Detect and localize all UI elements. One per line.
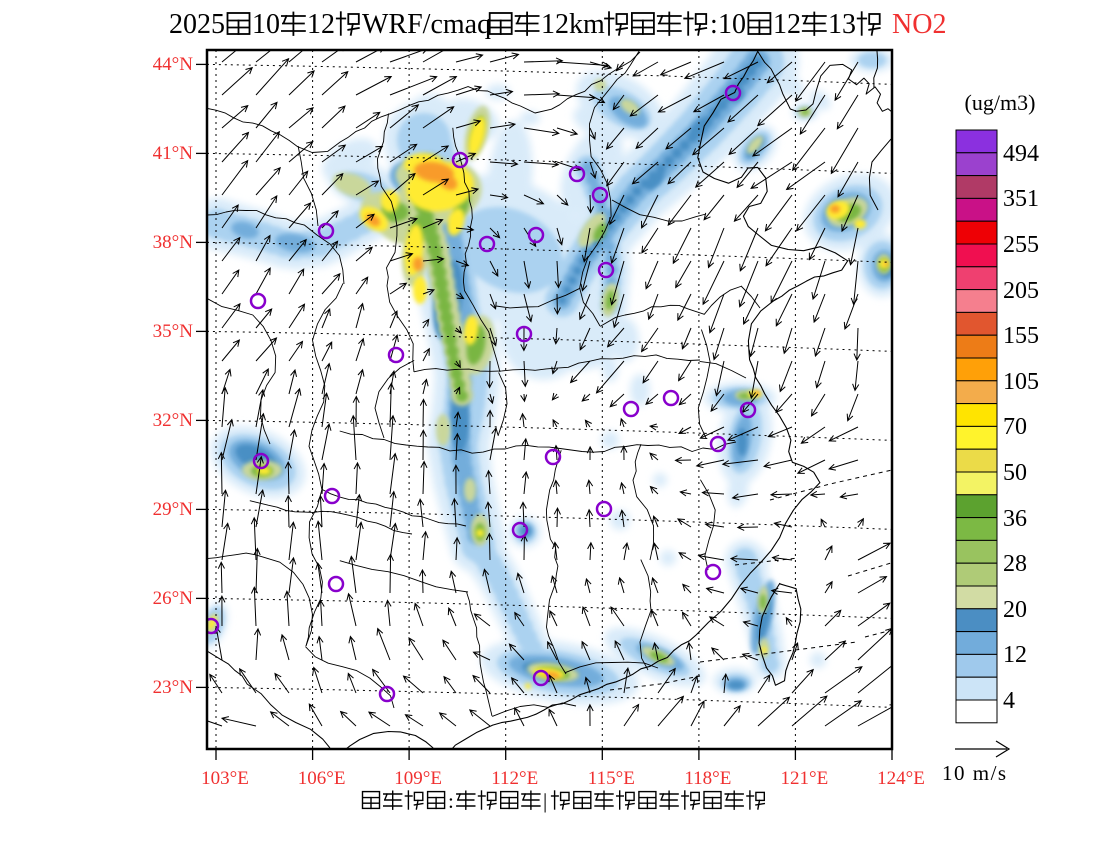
svg-text:155: 155 <box>1003 323 1039 349</box>
svg-text:121°E: 121°E <box>781 768 829 789</box>
svg-text:10: 10 <box>252 9 280 40</box>
svg-text:23°N: 23°N <box>153 677 194 698</box>
svg-text:NO2: NO2 <box>892 9 946 40</box>
svg-text:255: 255 <box>1003 232 1039 258</box>
svg-text:(ug/m3): (ug/m3) <box>965 90 1036 115</box>
svg-text:13: 13 <box>828 9 856 40</box>
svg-text:|: | <box>543 789 547 813</box>
svg-text:494: 494 <box>1003 141 1039 167</box>
svg-text:36: 36 <box>1003 506 1027 532</box>
svg-text:12km: 12km <box>541 9 605 40</box>
svg-text:118°E: 118°E <box>684 768 731 789</box>
svg-text:32°N: 32°N <box>153 410 194 431</box>
svg-text:12: 12 <box>1003 642 1027 668</box>
svg-text:35°N: 35°N <box>153 321 194 342</box>
svg-text:4: 4 <box>1003 688 1015 714</box>
svg-text:106°E: 106°E <box>298 768 346 789</box>
svg-text:44°N: 44°N <box>153 54 194 75</box>
svg-text:20: 20 <box>1003 597 1027 623</box>
svg-text:50: 50 <box>1003 460 1027 486</box>
svg-text:112°E: 112°E <box>491 768 538 789</box>
svg-text:124°E: 124°E <box>877 768 925 789</box>
svg-text:2025: 2025 <box>169 9 225 40</box>
svg-text::: : <box>448 789 454 813</box>
svg-text:10: 10 <box>718 9 746 40</box>
svg-text:38°N: 38°N <box>153 232 194 253</box>
svg-text:70: 70 <box>1003 414 1027 440</box>
svg-text:10 m/s: 10 m/s <box>942 761 1008 785</box>
svg-text:41°N: 41°N <box>153 143 194 164</box>
svg-text:115°E: 115°E <box>588 768 635 789</box>
svg-text:WRF/cmaq: WRF/cmaq <box>362 9 491 40</box>
svg-text:29°N: 29°N <box>153 499 194 520</box>
svg-text:28: 28 <box>1003 551 1027 577</box>
svg-text::: : <box>710 9 718 40</box>
svg-text:351: 351 <box>1003 186 1039 212</box>
svg-text:12: 12 <box>773 9 801 40</box>
svg-text:12: 12 <box>307 9 335 40</box>
svg-text:103°E: 103°E <box>201 768 249 789</box>
svg-text:26°N: 26°N <box>153 588 194 609</box>
svg-text:105: 105 <box>1003 369 1039 395</box>
svg-text:205: 205 <box>1003 278 1039 304</box>
svg-text:109°E: 109°E <box>394 768 442 789</box>
